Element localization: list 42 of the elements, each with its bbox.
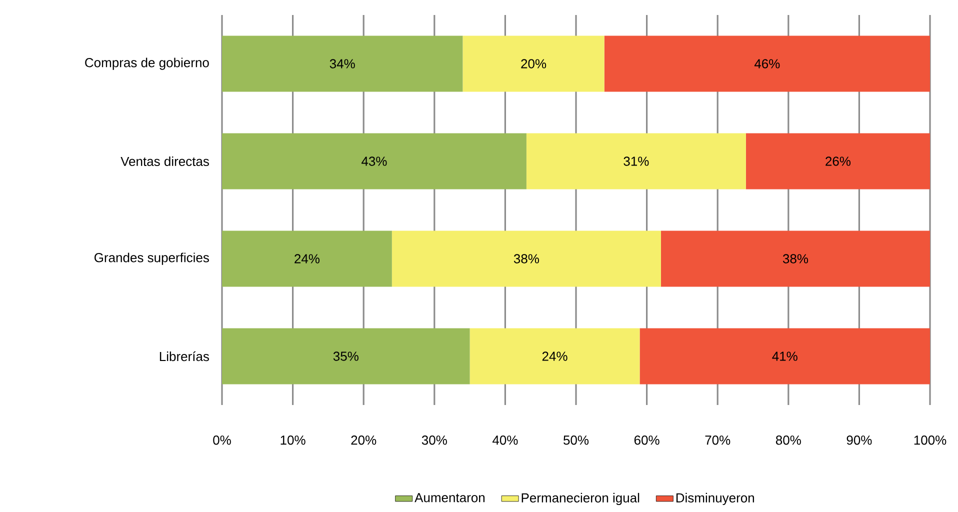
bar [746,133,930,190]
data-label: 31% [624,156,649,166]
bar [222,36,463,92]
x-tick-label: 30% [422,436,447,445]
data-label: 24% [294,254,320,264]
x-tick-label: 50% [564,436,589,445]
bar [640,328,930,384]
bar [660,230,930,287]
x-tick-label: 0% [213,436,231,445]
x-tick-label: 100% [914,436,946,445]
legend-label: Aumentaron [414,493,485,502]
y-tick-label: Ventas directas [120,156,209,166]
x-tick-label: 10% [280,436,306,445]
bar [222,133,526,190]
legend-label: Disminuyeron [676,492,754,506]
data-label: 43% [362,156,387,166]
y-tick-label: Compras de gobierno [85,58,209,70]
x-tick-label: 20% [351,436,376,445]
x-tick-label: 40% [492,436,518,445]
bar [462,36,604,92]
data-label: 38% [514,254,539,264]
x-tick-label: 70% [705,436,730,445]
y-tick-label: Librerías [160,351,209,362]
data-label: 26% [826,156,851,166]
data-label: 46% [754,59,780,68]
bar [470,328,640,384]
data-label: 38% [782,254,808,264]
x-tick-label: 90% [846,436,872,445]
bar [222,328,470,384]
x-tick-label: 80% [776,436,801,445]
bar [392,230,661,287]
x-tick-label: 60% [634,436,660,445]
data-label: 34% [330,59,355,68]
legend-label: Permanecieron igual [522,492,640,506]
data-label: 41% [772,352,798,361]
y-tick-label: Grandes superficies [94,252,209,265]
data-label: 35% [333,352,358,361]
bar [604,36,930,92]
bar [526,133,746,190]
data-label: 24% [542,352,568,361]
bar [222,230,392,287]
data-label: 20% [521,59,546,68]
